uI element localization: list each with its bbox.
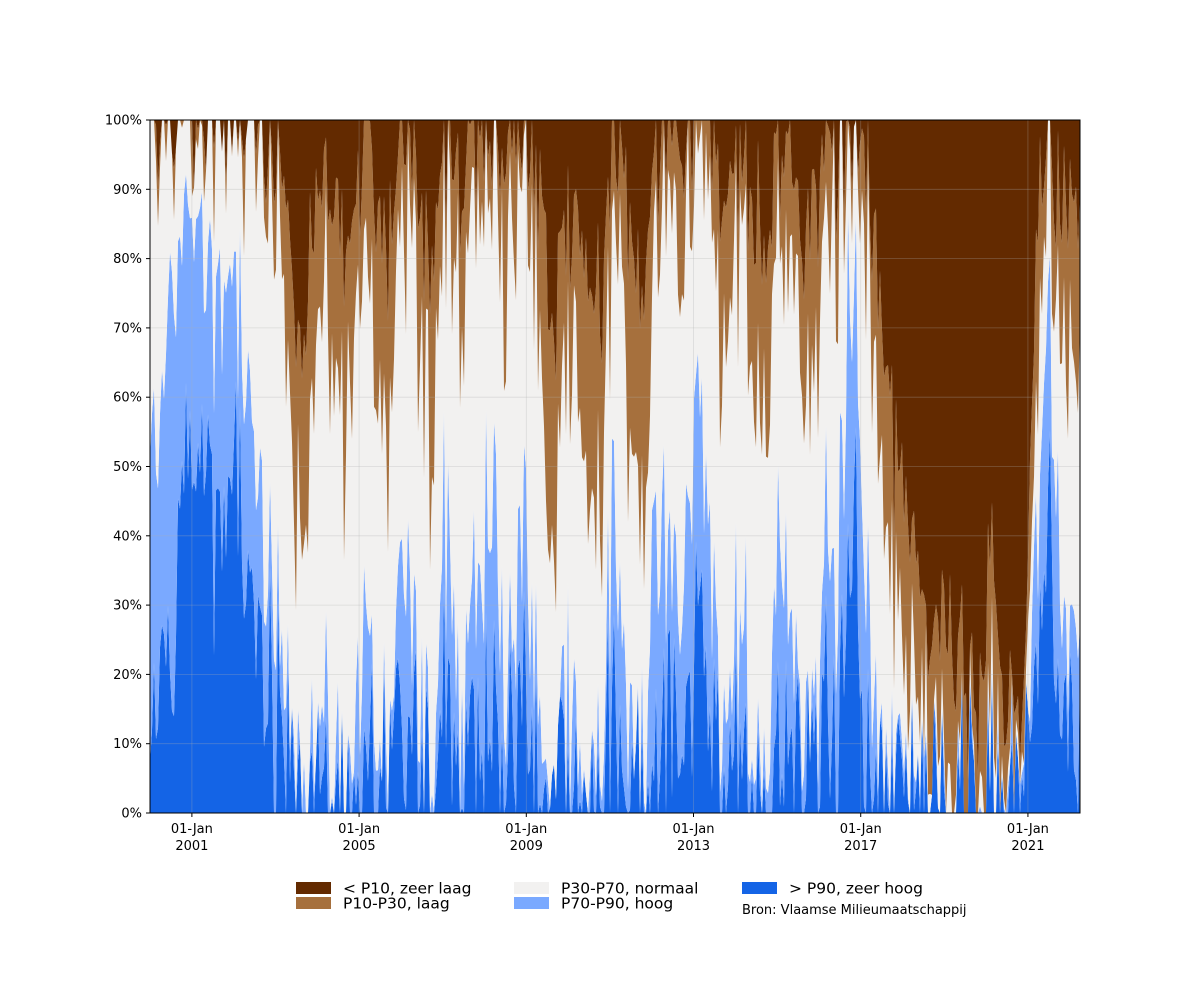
band-p30-p70-normaal	[150, 120, 1080, 813]
legend-swatch	[296, 897, 331, 909]
x-tick-label-bottom: 2013	[677, 839, 710, 854]
y-axis: 0% 10% 20% 30% 40% 50% 60% 70% 80% 90% 100%	[105, 114, 150, 822]
legend-swatch	[514, 882, 549, 894]
x-tick-label-top: 01-Jan	[1007, 822, 1049, 837]
x-tick-label-top: 01-Jan	[840, 822, 882, 837]
band-p70-p90-hoog	[150, 173, 1080, 813]
x-tick-label-bottom: 2005	[343, 839, 376, 854]
band-p90-zeer-hoog	[150, 381, 1080, 813]
y-tick-label: 60%	[113, 391, 142, 406]
y-tick-label: 0%	[121, 807, 142, 822]
y-tick-label: 20%	[113, 668, 142, 683]
source-credit: Bron: Vlaamse Milieumaatschappij	[742, 903, 967, 918]
legend-label: P70-P90, hoog	[561, 895, 673, 913]
y-tick-label: 70%	[113, 321, 142, 336]
band-p10-zeer-laag	[150, 120, 1080, 781]
x-tick-label-top: 01-Jan	[338, 822, 380, 837]
y-tick-label: 10%	[113, 737, 142, 752]
legend-label: > P90, zeer hoog	[789, 880, 923, 898]
legend-label: P30-P70, normaal	[561, 880, 698, 898]
x-tick-label-bottom: 2001	[175, 839, 208, 854]
y-tick-label: 40%	[113, 529, 142, 544]
y-tick-label: 50%	[113, 460, 142, 475]
x-tick-label-top: 01-Jan	[673, 822, 715, 837]
y-tick-label: 30%	[113, 599, 142, 614]
y-tick-label: 80%	[113, 252, 142, 267]
x-tick-label-bottom: 2009	[510, 839, 543, 854]
legend-swatch	[296, 882, 331, 894]
x-tick-label-top: 01-Jan	[171, 822, 213, 837]
x-tick-label-bottom: 2021	[1011, 839, 1044, 854]
x-tick-label-top: 01-Jan	[505, 822, 547, 837]
x-tick-label-bottom: 2017	[844, 839, 877, 854]
legend-label: P10-P30, laag	[343, 895, 450, 913]
legend-label: < P10, zeer laag	[343, 880, 472, 898]
x-axis: 01-Jan 2001 01-Jan 2005 01-Jan 2009 01-Jan 2013…	[171, 813, 1049, 854]
y-tick-label: 90%	[113, 183, 142, 198]
legend-swatch	[514, 897, 549, 909]
data-bands	[150, 120, 1080, 813]
band-p10-p30-laag	[150, 120, 1080, 813]
legend-swatch	[742, 882, 777, 894]
y-tick-label: 100%	[105, 114, 142, 129]
